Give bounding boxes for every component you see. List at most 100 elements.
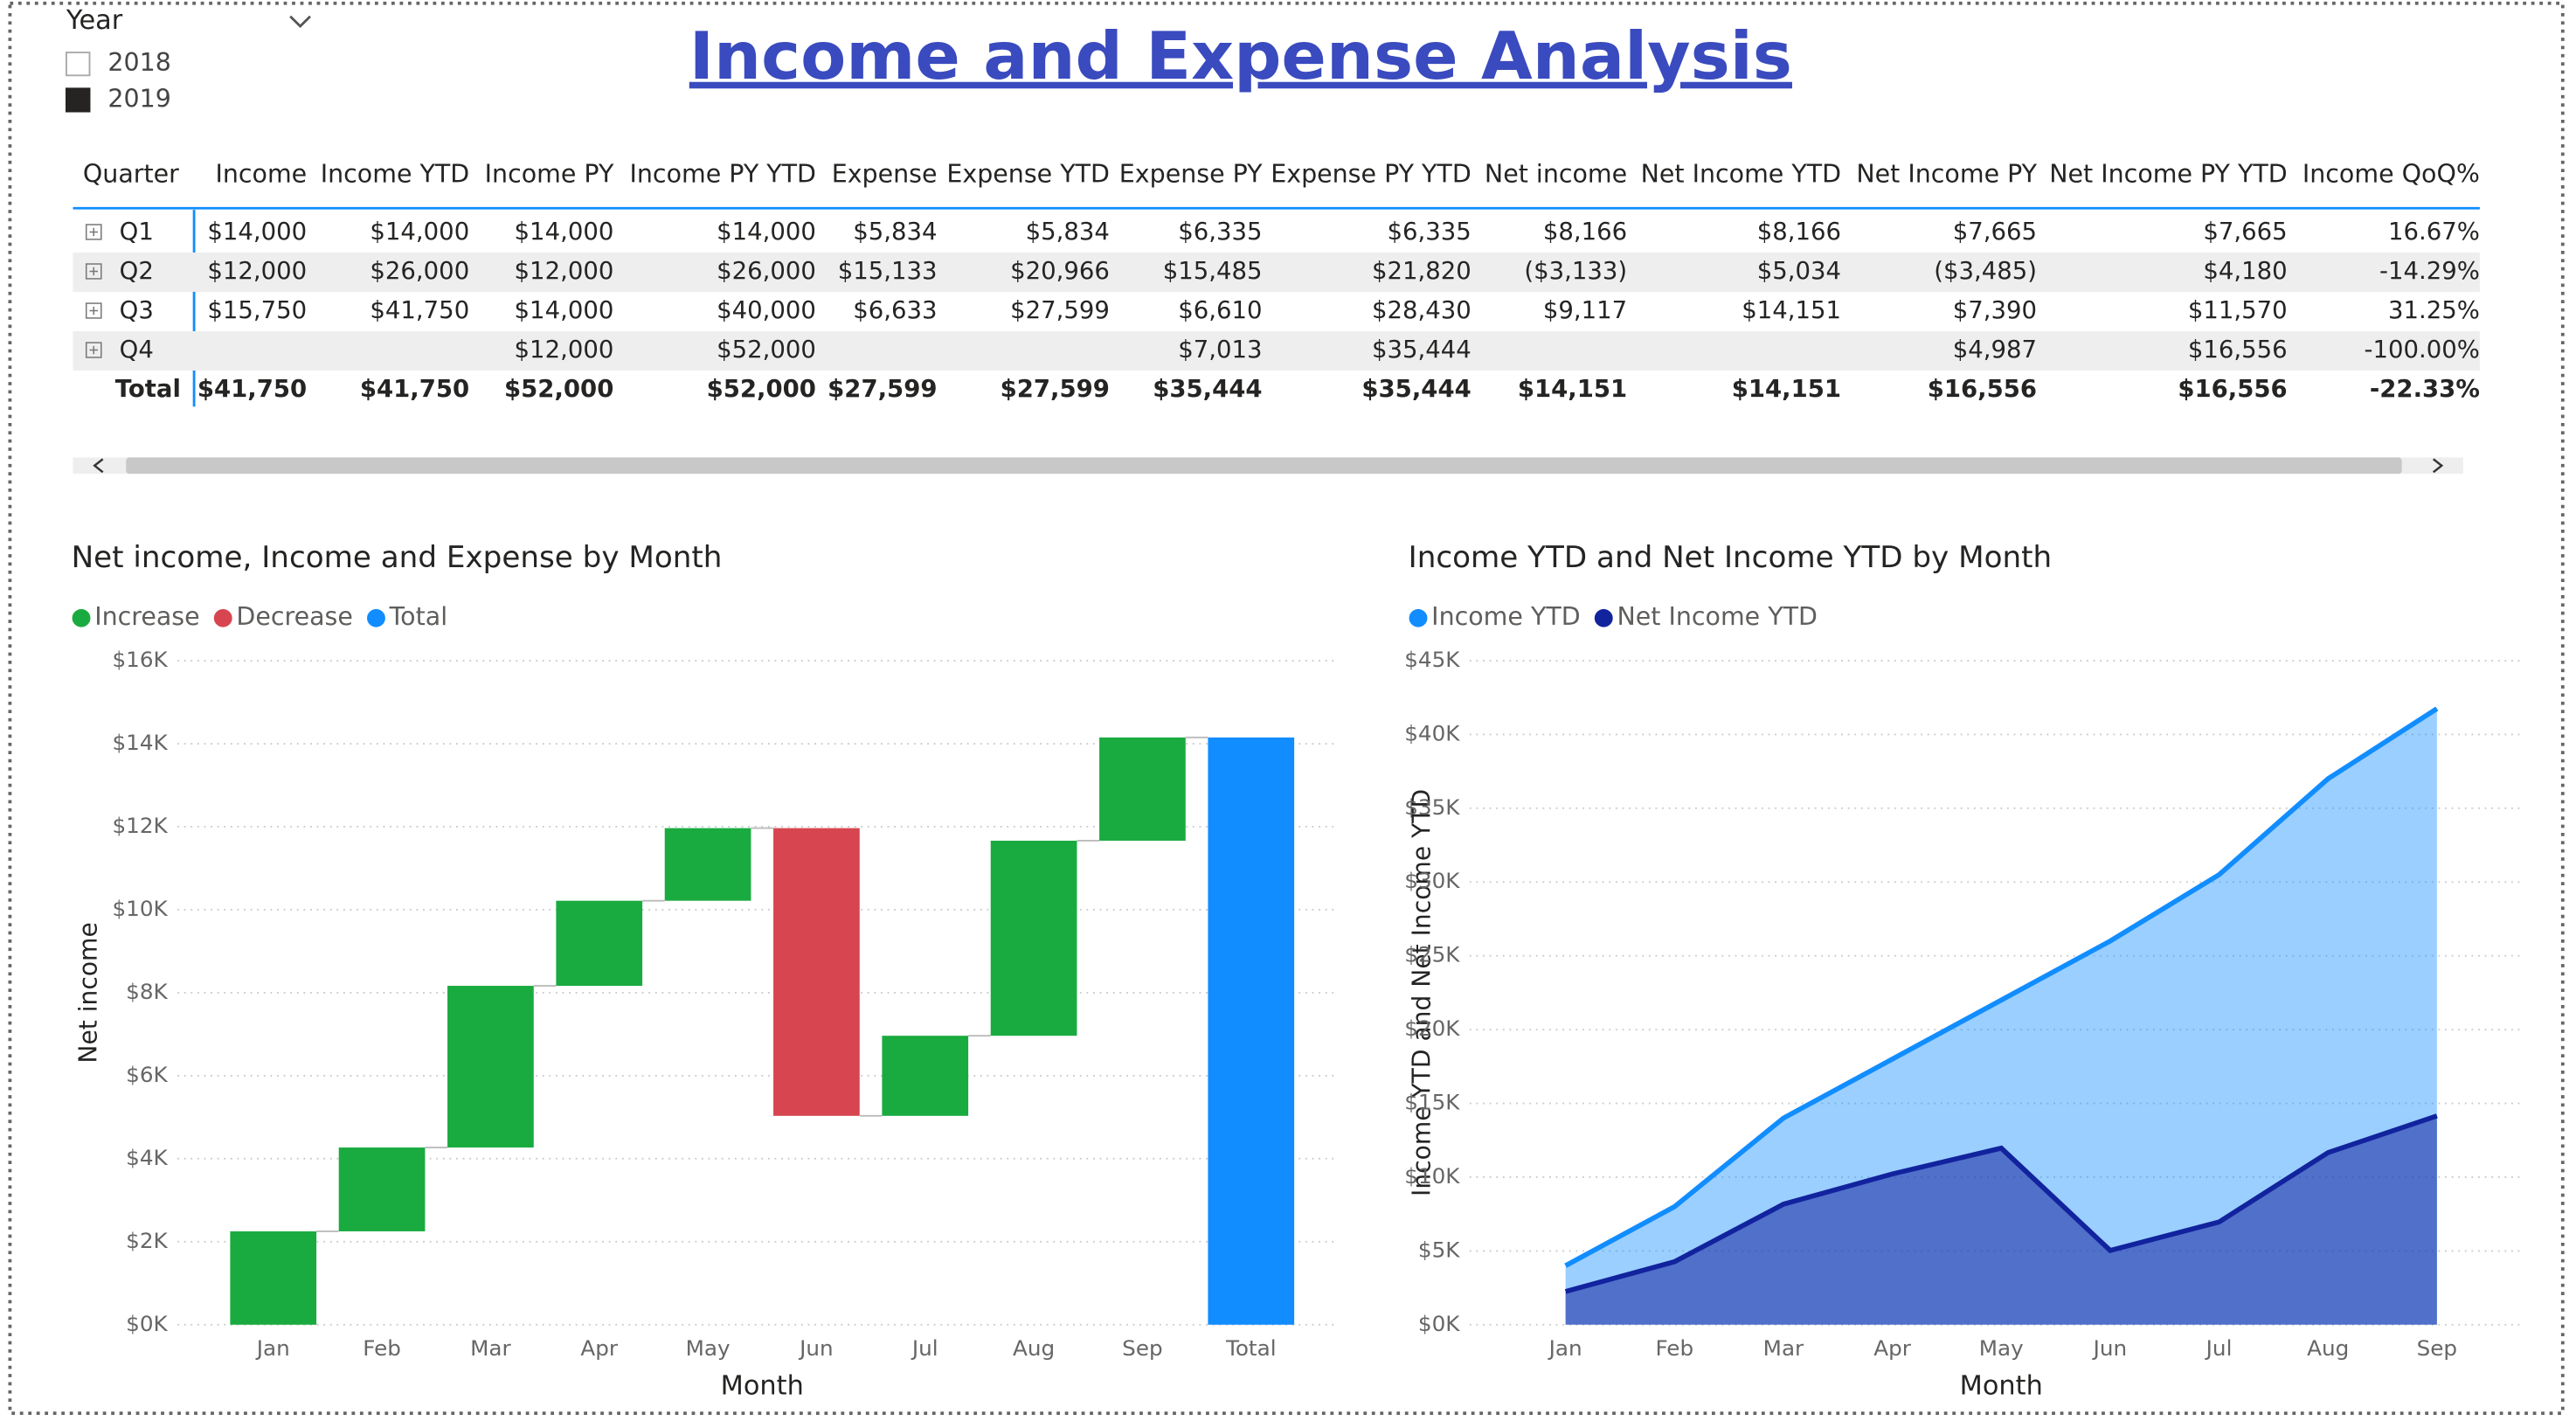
x-tick-label: Jun [2092,1335,2128,1361]
legend-label[interactable]: Decrease [236,602,352,631]
legend-marker[interactable] [1409,608,1428,627]
cell: $5,834 [1026,218,1110,246]
column-header[interactable]: Expense PY [1119,160,1263,189]
expand-icon[interactable] [85,224,102,240]
expand-icon[interactable] [85,342,102,358]
cell: $12,000 [515,258,614,285]
slicer-title: Year [66,5,123,36]
column-header[interactable]: Net Income PY [1856,160,2037,189]
y-tick-label: $45K [1404,647,1460,672]
bar[interactable] [338,1147,426,1231]
legend-label[interactable]: Net Income YTD [1617,602,1817,631]
slicer-chevron[interactable] [289,15,311,29]
legend-label[interactable]: Increase [94,602,199,631]
column-header[interactable]: Net income [1485,160,1627,189]
slicer-option[interactable]: 2018 [107,48,170,77]
slicer-checkbox[interactable] [65,87,91,113]
cell: $14,000 [515,218,614,246]
bar[interactable] [664,828,751,901]
x-tick-label: Mar [470,1335,511,1361]
column-header[interactable]: Net Income YTD [1641,160,1841,189]
column-header[interactable]: Net Income PY YTD [2049,160,2287,189]
cell: $8,166 [1543,218,1627,246]
column-header[interactable]: Expense [832,160,938,189]
cell: $41,750 [370,297,469,324]
cell: $26,000 [717,258,816,285]
bar[interactable] [230,1230,317,1325]
cell: $14,151 [1742,297,1841,324]
expand-plus[interactable] [89,345,98,355]
chart-title: Net income, Income and Expense by Month [72,540,723,575]
cell: $14,000 [717,218,816,246]
expand-icon[interactable] [85,302,102,319]
cell: $11,570 [2188,297,2288,324]
legend-marker[interactable] [367,608,385,627]
x-tick-label: Jan [255,1335,290,1361]
y-tick-label: $10K [112,896,168,921]
cell: -14.29% [2379,258,2480,285]
x-tick-label: Mar [1763,1335,1804,1361]
x-tick-label: Sep [1122,1335,1162,1361]
scrollbar-thumb[interactable] [126,457,2402,475]
bar[interactable] [882,1036,969,1116]
column-header[interactable]: Income PY YTD [629,160,815,189]
scroll-left[interactable] [93,458,104,474]
cell: $6,335 [1387,218,1471,246]
bar[interactable] [773,828,860,1116]
total-cell: $16,556 [1928,376,2037,403]
row-header: Q1 [120,218,154,246]
x-tick-label: Jul [911,1335,938,1361]
cell: $26,000 [370,258,469,285]
bar[interactable] [447,986,534,1148]
slicer-option[interactable]: 2019 [107,85,170,114]
cell: $8,166 [1757,218,1841,246]
column-header[interactable]: Income YTD [321,160,469,189]
cell: $21,820 [1372,258,1472,285]
column-header[interactable]: Income PY [485,160,614,189]
column-header[interactable]: Expense PY YTD [1271,160,1472,189]
slicer-checkbox[interactable] [65,52,91,77]
y-tick-label: $2K [126,1228,168,1253]
expand-plus[interactable] [89,227,98,237]
expand-plus[interactable] [89,306,98,315]
expand-icon[interactable] [85,263,102,280]
area [1565,1115,2437,1325]
total-cell: $41,750 [197,376,307,403]
bar[interactable] [1208,737,1295,1325]
cell: $7,665 [1953,218,2037,246]
page-title: Income and Expense Analysis [689,17,1792,94]
bar[interactable] [1099,737,1186,841]
total-cell: $27,599 [1001,376,1110,403]
y-tick-label: $12K [112,813,168,838]
x-tick-label: Aug [1013,1335,1055,1361]
legend-marker[interactable] [213,608,232,627]
x-tick-label: Jan [1548,1335,1582,1361]
x-axis-title: Month [1960,1371,2043,1402]
scroll-right[interactable] [2432,458,2444,474]
legend-marker[interactable] [1594,608,1613,627]
total-cell: $14,151 [1732,376,1841,403]
y-tick-label: $35K [1404,794,1460,820]
bar[interactable] [556,900,643,987]
cell: $4,180 [2203,258,2287,285]
column-header[interactable]: Income QoQ% [2302,160,2480,189]
legend-label[interactable]: Total [389,602,447,631]
cell: 31.25% [2388,297,2480,324]
y-tick-label: $25K [1404,942,1460,967]
bar[interactable] [990,840,1077,1036]
legend-label[interactable]: Income YTD [1431,602,1580,631]
line [1564,706,2439,1268]
cell: $15,750 [207,297,307,324]
column-header[interactable]: Expense YTD [946,160,1110,189]
y-tick-label: $0K [1418,1311,1460,1336]
column-header[interactable]: Income [215,160,307,189]
legend-marker[interactable] [72,608,91,627]
y-tick-label: $0K [126,1311,168,1336]
cell: ($3,485) [1934,258,2037,285]
cell: $40,000 [717,297,816,324]
column-header[interactable]: Quarter [83,160,179,189]
cell: $6,335 [1178,218,1262,246]
expand-plus[interactable] [89,267,98,276]
